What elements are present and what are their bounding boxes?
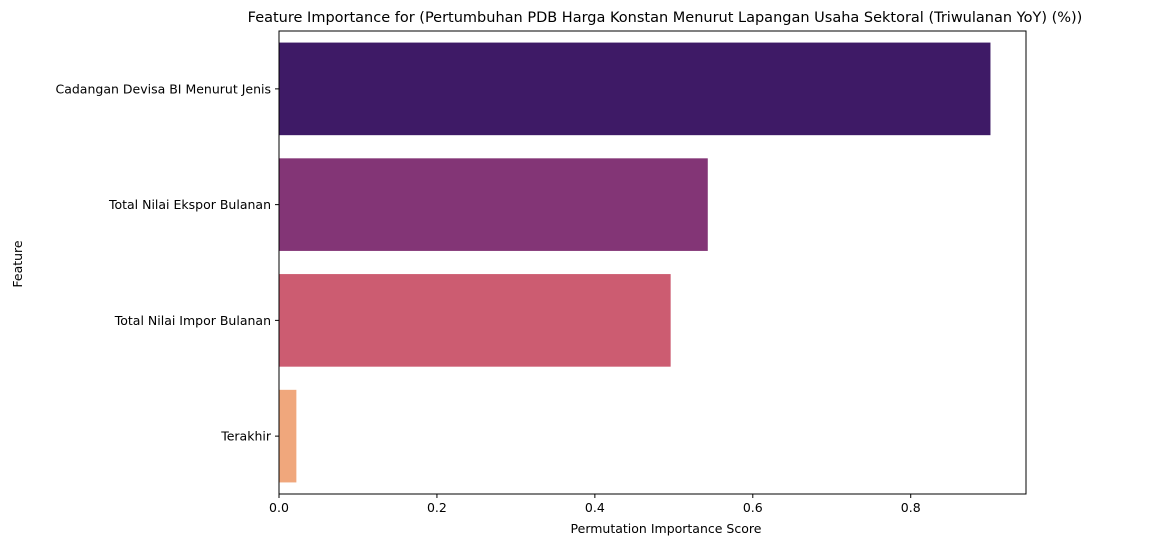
x-tick-label-3: 0.6 <box>743 500 763 515</box>
axes-layer: Cadangan Devisa BI Menurut Jenis Total Ni… <box>55 30 1027 515</box>
x-tick-label-4: 0.8 <box>901 500 921 515</box>
bar-3 <box>279 389 297 483</box>
x-tick-label-0: 0.0 <box>269 500 289 515</box>
x-axis-label: Permutation Importance Score <box>571 521 762 536</box>
bar-1 <box>279 158 708 251</box>
y-tick-label-3: Terakhir <box>220 429 272 444</box>
x-tick-label-1: 0.2 <box>427 500 447 515</box>
plot-frame <box>278 30 1027 495</box>
bar-2 <box>279 274 671 367</box>
y-tick-label-2: Total Nilai Impor Bulanan <box>114 313 271 328</box>
x-tick-label-2: 0.4 <box>585 500 605 515</box>
bar-0 <box>279 42 991 136</box>
bars-layer <box>279 42 991 483</box>
y-tick-label-1: Total Nilai Ekspor Bulanan <box>108 197 271 212</box>
y-axis-label: Feature <box>10 240 25 288</box>
chart-title: Feature Importance for (Pertumbuhan PDB … <box>248 10 1083 26</box>
y-tick-label-0: Cadangan Devisa BI Menurut Jenis <box>55 81 271 96</box>
